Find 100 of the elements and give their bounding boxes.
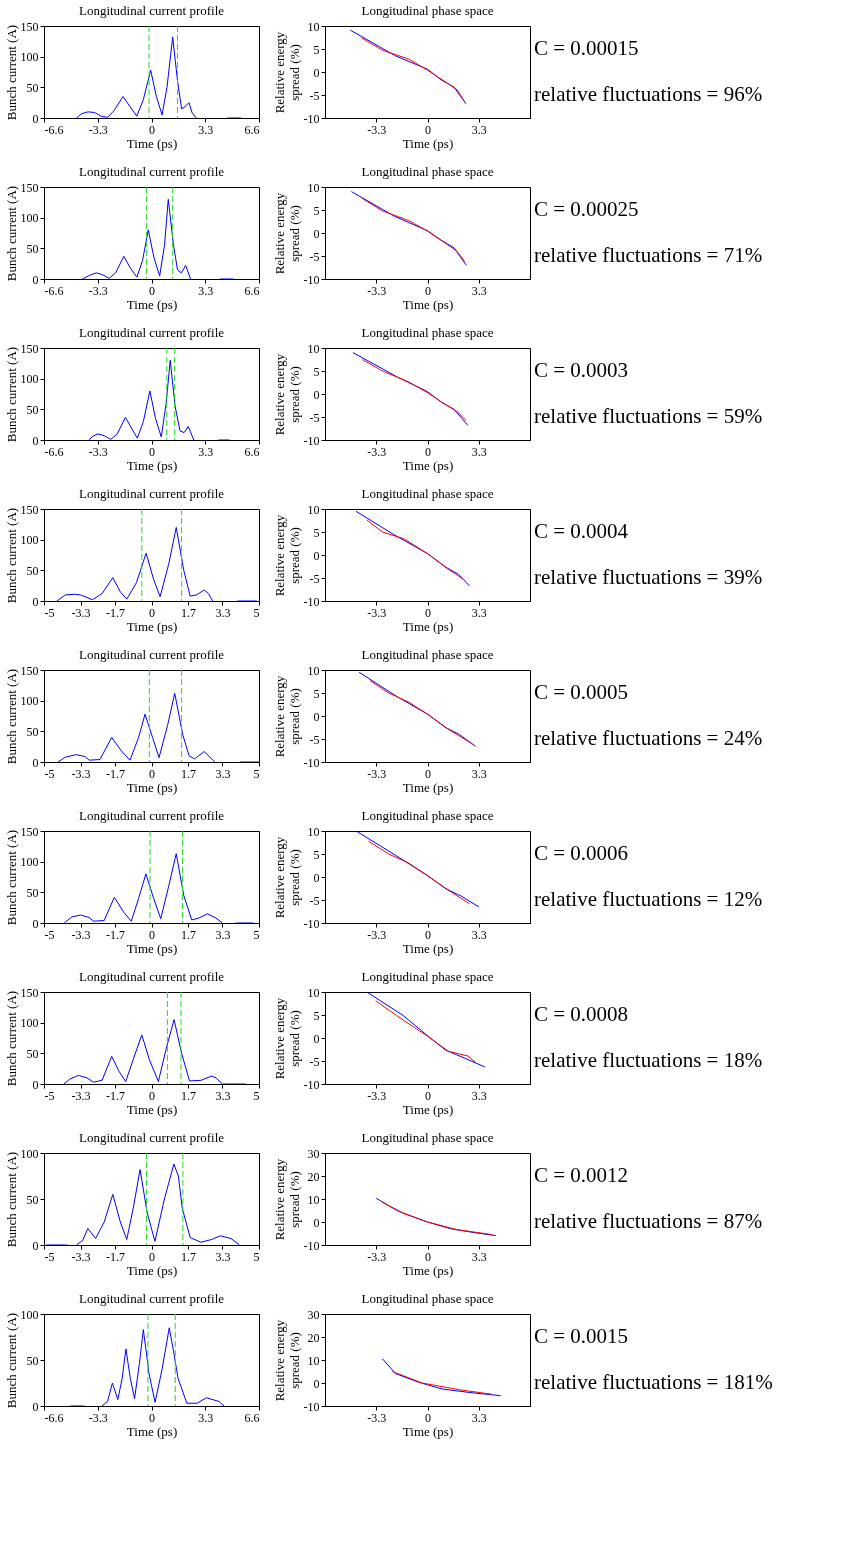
- x-tick-label: 5: [253, 1249, 260, 1264]
- chart-title: Longitudinal current profile: [78, 164, 225, 179]
- y-tick-label: -5: [309, 1054, 320, 1069]
- y-tick-label: 100: [20, 533, 39, 548]
- x-tick-label: -3.3: [71, 927, 91, 942]
- y-tick-label: 10: [307, 824, 320, 839]
- x-tick-label: 0: [149, 605, 155, 620]
- y-tick-label: 5: [313, 42, 320, 57]
- x-axis-title: Time (ps): [402, 1262, 454, 1278]
- x-tick-label: -6.6: [44, 444, 64, 459]
- x-tick-label: 1.7: [181, 927, 197, 942]
- y-tick-label: -5: [309, 410, 320, 425]
- y-tick-label: -5: [309, 88, 320, 103]
- y-tick-label: 5: [313, 686, 320, 701]
- x-tick-label: 3.3: [471, 1088, 487, 1103]
- y-tick-label: -5: [309, 249, 320, 264]
- line-series: [367, 840, 470, 905]
- x-tick-label: 3.3: [471, 1249, 487, 1264]
- x-axis-title: Time (ps): [402, 1423, 454, 1439]
- y-tick-label: 0: [313, 65, 320, 80]
- chart-title: Longitudinal phase space: [361, 808, 494, 823]
- x-tick-label: 3.3: [471, 1410, 487, 1425]
- y-tick-label: 10: [307, 1192, 320, 1207]
- x-tick-label: 6.6: [244, 444, 260, 459]
- y-tick-label: 10: [307, 19, 320, 34]
- x-axis-title: Time (ps): [126, 457, 178, 473]
- y-tick-label: 0: [313, 870, 320, 885]
- x-tick-label: -6.6: [44, 283, 64, 298]
- y-axis-title: Bunch current (A): [3, 24, 19, 121]
- y-tick-label: 150: [20, 502, 39, 517]
- y-tick-label: 0: [32, 755, 39, 770]
- line-series: [361, 198, 466, 263]
- x-tick-label: 0: [149, 927, 155, 942]
- x-tick-label: 0: [425, 1088, 431, 1103]
- x-tick-label: -3.3: [367, 605, 387, 620]
- chart-title: Longitudinal current profile: [78, 969, 225, 984]
- x-tick-label: -3.3: [88, 122, 108, 137]
- x-tick-label: -3.3: [71, 1088, 91, 1103]
- text: C = 0.0006: [534, 841, 629, 865]
- x-tick-label: 0: [149, 444, 155, 459]
- x-axis-title: Time (ps): [126, 1423, 178, 1439]
- y-tick-label: 50: [26, 402, 39, 417]
- text: C = 0.0005: [534, 680, 629, 704]
- y-axis-title: Relative energy spread (%): [271, 192, 302, 275]
- x-tick-label: 0: [425, 1410, 431, 1425]
- x-tick-label: -3.3: [71, 1249, 91, 1264]
- y-tick-label: 10: [307, 985, 320, 1000]
- x-tick-label: 3.3: [471, 122, 487, 137]
- x-tick-label: -3.3: [88, 283, 108, 298]
- line-series: [391, 1371, 493, 1395]
- x-tick-label: -3.3: [367, 122, 387, 137]
- x-tick-label: 6.6: [244, 1410, 260, 1425]
- text: relative fluctuations = 96%: [534, 82, 763, 106]
- y-tick-label: 50: [26, 724, 39, 739]
- y-tick-label: 100: [20, 1307, 39, 1322]
- text: C = 0.0003: [534, 358, 629, 382]
- text: relative fluctuations = 71%: [534, 243, 763, 267]
- y-tick-label: 100: [20, 50, 39, 65]
- y-tick-label: 0: [32, 272, 39, 287]
- x-tick-label: 0: [425, 927, 431, 942]
- y-tick-label: 50: [26, 1046, 39, 1061]
- chart-title: Longitudinal current profile: [78, 647, 225, 662]
- chart-title: Longitudinal current profile: [78, 1291, 225, 1306]
- y-tick-label: -10: [303, 755, 320, 770]
- x-tick-label: 0: [149, 1249, 155, 1264]
- y-tick-label: 100: [20, 694, 39, 709]
- x-tick-label: 3.3: [215, 1249, 231, 1264]
- x-tick-label: 3.3: [215, 927, 231, 942]
- y-axis-title: Bunch current (A): [3, 829, 19, 926]
- y-tick-label: 150: [20, 180, 39, 195]
- y-axis-title: Relative energy spread (%): [271, 1158, 302, 1241]
- chart-title: Longitudinal phase space: [361, 3, 494, 18]
- x-tick-label: 0: [425, 444, 431, 459]
- x-tick-label: -3.3: [367, 1088, 387, 1103]
- text: relative fluctuations = 12%: [534, 887, 763, 911]
- x-tick-label: -6.6: [44, 1410, 64, 1425]
- y-tick-label: 30: [307, 1146, 320, 1161]
- line-series: [361, 359, 467, 422]
- x-tick-label: 5: [253, 605, 260, 620]
- y-tick-label: 20: [307, 1169, 320, 1184]
- x-tick-label: 3.3: [198, 283, 214, 298]
- text: relative fluctuations = 39%: [534, 565, 763, 589]
- x-tick-label: 0: [149, 283, 155, 298]
- y-tick-label: 0: [32, 111, 39, 126]
- y-tick-label: 0: [32, 433, 39, 448]
- y-tick-label: -5: [309, 571, 320, 586]
- y-axis-title: Relative energy spread (%): [271, 31, 302, 114]
- y-tick-label: 150: [20, 824, 39, 839]
- x-axis-title: Time (ps): [126, 1262, 178, 1278]
- y-axis-title: Bunch current (A): [3, 668, 19, 765]
- line-series: [375, 1197, 497, 1237]
- x-tick-label: 6.6: [244, 122, 260, 137]
- x-axis-title: Time (ps): [402, 618, 454, 634]
- x-tick-label: 3.3: [471, 766, 487, 781]
- x-tick-label: 0: [425, 766, 431, 781]
- y-tick-label: 10: [307, 1353, 320, 1368]
- line-series: [381, 1201, 493, 1236]
- x-tick-label: 3.3: [215, 766, 231, 781]
- line-series: [355, 510, 470, 587]
- y-tick-label: 0: [32, 1077, 39, 1092]
